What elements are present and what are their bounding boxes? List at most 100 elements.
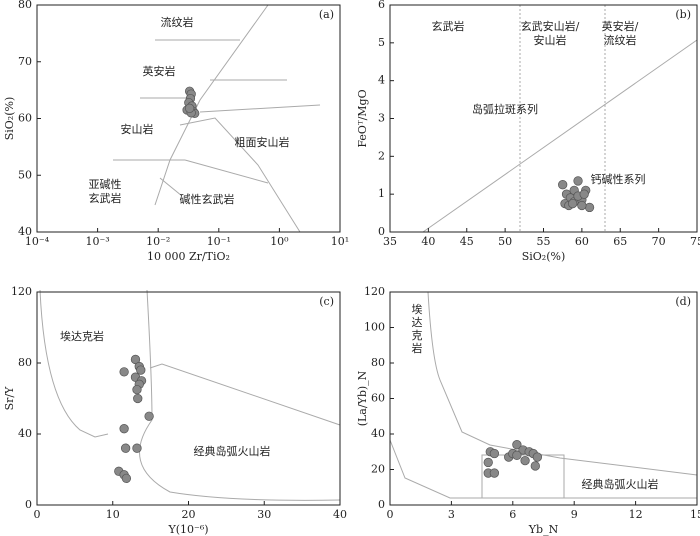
plot-frame (389, 291, 698, 506)
x-axis-label: 10 000 Zr/TiO₂ (147, 250, 230, 263)
field-label: 埃 (412, 302, 423, 316)
x-tick-label: 10⁻³ (85, 235, 109, 248)
x-tick-label: 10⁻² (146, 235, 170, 248)
y-tick-label: 120 (11, 285, 32, 298)
x-tick-label: 10¹ (331, 235, 349, 248)
data-point (579, 189, 589, 199)
data-point (133, 393, 143, 404)
y-tick-label: 20 (371, 463, 385, 476)
data-point (489, 468, 500, 478)
y-tick-label: 100 (364, 321, 385, 334)
x-tick-label: 6 (509, 508, 516, 521)
y-axis-label: (La/Yb)_N (356, 370, 369, 426)
data-point (577, 200, 587, 211)
y-tick-label: 0 (25, 498, 32, 511)
field-label: 粗面安山岩 (235, 135, 290, 149)
field-label: 流纹岩 (604, 33, 637, 47)
y-tick-label: 80 (18, 356, 32, 369)
field-label: 达 (412, 316, 423, 329)
y-tick-label: 80 (371, 356, 385, 369)
x-tick-label: 0 (34, 508, 41, 521)
y-tick-label: 60 (371, 392, 385, 405)
data-point (119, 424, 129, 434)
y-tick-label: 6 (378, 0, 385, 11)
data-point (530, 461, 540, 471)
field-label: 安山岩 (534, 33, 567, 47)
field-label: 英安岩/ (602, 19, 639, 33)
y-tick-label: 60 (18, 112, 32, 125)
y-tick-label: 5 (378, 36, 385, 49)
panel-label: (d) (675, 295, 691, 308)
data-point (121, 473, 132, 484)
data-point (584, 202, 595, 213)
panel-label: (c) (319, 295, 334, 308)
x-axis-label: Yb_N (528, 523, 559, 536)
panel-label: (a) (319, 8, 334, 21)
y-tick-label: 0 (378, 498, 385, 511)
field-label: 安山岩 (121, 122, 154, 136)
data-point (489, 448, 500, 459)
x-tick-label: 10⁻⁴ (25, 235, 50, 248)
x-tick-label: 15 (690, 508, 700, 521)
x-tick-label: 9 (571, 508, 578, 521)
data-point (573, 176, 583, 186)
data-point (120, 443, 131, 453)
field-boundaries (39, 4, 698, 501)
data-point (132, 443, 142, 453)
y-tick-label: 50 (18, 168, 32, 181)
y-tick-label: 3 (378, 112, 385, 125)
field-label: 经典岛弧火山岩 (194, 444, 271, 458)
field-label: 玄武岩 (432, 19, 465, 33)
y-tick-label: 120 (364, 285, 385, 298)
x-tick-label: 10⁰ (270, 235, 289, 248)
y-tick-label: 0 (378, 225, 385, 238)
y-tick-label: 70 (18, 55, 32, 68)
data-point (483, 457, 493, 468)
field-label: 埃达克岩 (60, 329, 104, 343)
y-tick-label: 40 (18, 427, 32, 440)
y-axis-label: SiO₂(%) (3, 97, 16, 141)
field-label: 玄武安山岩/ (521, 19, 580, 33)
y-axis-label: Sr/Y (3, 386, 16, 411)
data-point (184, 103, 195, 113)
x-tick-label: 75 (690, 235, 700, 248)
field-label: 克 (412, 329, 423, 342)
x-tick-label: 50 (498, 235, 512, 248)
data-point (144, 411, 154, 421)
x-tick-label: 40 (333, 508, 347, 521)
data-point (520, 455, 530, 466)
x-tick-label: 55 (537, 235, 551, 248)
data-point (136, 365, 146, 375)
x-tick-label: 70 (652, 235, 666, 248)
x-tick-label: 45 (460, 235, 474, 248)
x-tick-label: 10 (106, 508, 120, 521)
data-point (512, 450, 522, 460)
panel-label: (b) (675, 8, 691, 21)
data-point (130, 354, 141, 365)
x-tick-label: 0 (387, 508, 394, 521)
x-tick-label: 30 (257, 508, 271, 521)
field-label: 岩 (412, 341, 423, 355)
data-point (132, 384, 142, 395)
y-axis-label: FeOᵀ/MgO (356, 89, 369, 147)
field-label: 玄武岩 (89, 191, 122, 205)
field-label: 英安岩 (143, 64, 176, 78)
x-tick-label: 10⁻¹ (207, 235, 231, 248)
field-label: 碱性玄武岩 (180, 192, 235, 206)
y-tick-label: 40 (371, 427, 385, 440)
y-tick-label: 40 (18, 225, 32, 238)
x-tick-label: 3 (448, 508, 455, 521)
x-tick-label: 40 (421, 235, 435, 248)
data-point (512, 440, 522, 450)
y-tick-label: 1 (378, 187, 385, 200)
field-label: 亚碱性 (89, 177, 122, 191)
field-label: 经典岛弧火山岩 (582, 477, 659, 491)
x-axis-label: SiO₂(%) (522, 250, 566, 263)
x-tick-label: 20 (182, 508, 196, 521)
data-point (558, 180, 568, 190)
y-tick-label: 4 (378, 74, 385, 87)
y-tick-label: 80 (18, 0, 32, 11)
y-tick-label: 2 (378, 149, 385, 162)
data-point (568, 198, 578, 209)
